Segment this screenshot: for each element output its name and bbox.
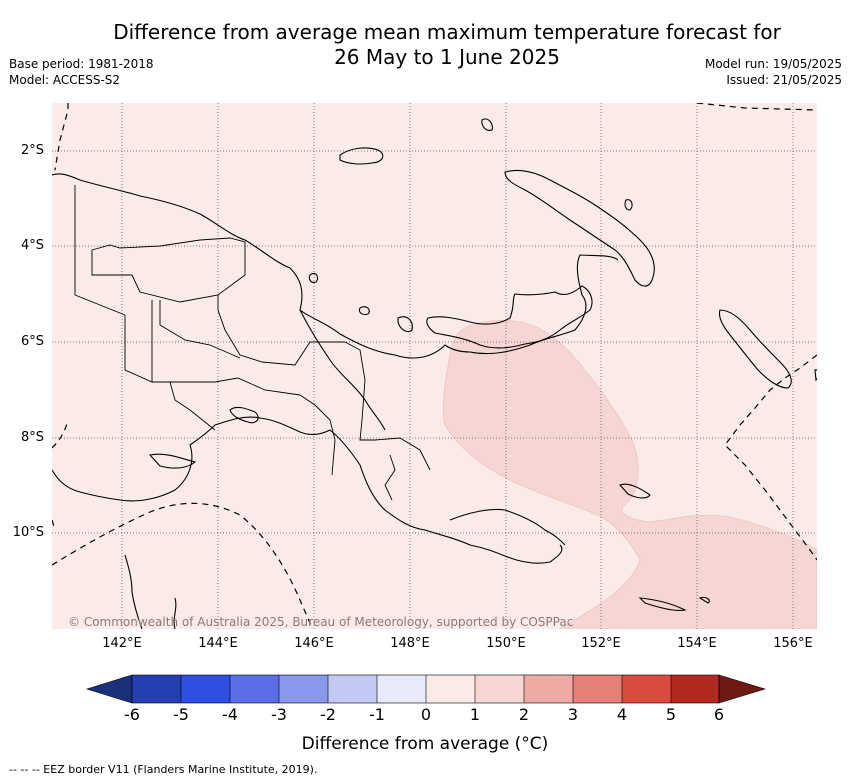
provincial-borders [74, 185, 431, 501]
title-line-1: Difference from average mean maximum tem… [113, 20, 781, 44]
eez-footer-note: -- -- -- EEZ border V11 (Flanders Marine… [9, 763, 318, 776]
colorbar-tick-label: -4 [222, 705, 238, 724]
lat-label-2s: 2°S [20, 143, 44, 158]
colorbar-bin--2--1 [328, 675, 377, 703]
colorbar-tick-label: 1 [470, 705, 480, 724]
colorbar-bin--4--3 [230, 675, 279, 703]
colorbar-bin--6--5 [132, 675, 181, 703]
model-name: Model: ACCESS-S2 [9, 73, 121, 87]
colorbar-bin--5--4 [181, 675, 230, 703]
colorbar-tick-label: 6 [714, 705, 724, 724]
lat-label-10s: 10°S [12, 525, 44, 540]
colorbar-tick-label: -1 [369, 705, 385, 724]
issued-date: Issued: 21/05/2025 [726, 73, 842, 87]
model-run: Model run: 19/05/2025 [704, 57, 842, 71]
colorbar-tick-label: -2 [320, 705, 336, 724]
colorbar-bin-1-2 [475, 675, 524, 703]
colorbar: -6 -5 -4 -3 -2 -1 0 1 2 3 4 5 6 Differen… [85, 674, 767, 754]
colorbar-bin-2-3 [524, 675, 573, 703]
title-line-2: 26 May to 1 June 2025 [334, 45, 560, 69]
meta-right: Model run: 19/05/2025 Issued: 21/05/2025 [705, 56, 842, 88]
coastlines [52, 118, 817, 629]
lon-label-152e: 152°E [581, 636, 621, 651]
lat-label-4s: 4°S [20, 238, 44, 253]
lon-label-142e: 142°E [102, 636, 142, 651]
colorbar-title: Difference from average (°C) [302, 734, 549, 754]
colorbar-tick-label: 0 [421, 705, 431, 724]
colorbar-bin--3--2 [279, 675, 328, 703]
colorbar-tick-label: -3 [271, 705, 287, 724]
gridlines [52, 103, 817, 629]
lon-label-156e: 156°E [773, 636, 813, 651]
lat-label-6s: 6°S [20, 334, 44, 349]
lon-label-146e: 146°E [294, 636, 334, 651]
map-title: Difference from average mean maximum tem… [0, 20, 850, 70]
lat-label-8s: 8°S [20, 430, 44, 445]
eez-borders [52, 103, 817, 629]
colorbar-extend-low [85, 674, 133, 704]
colorbar-tick-label: 5 [666, 705, 676, 724]
colorbar-tick-label: 4 [617, 705, 627, 724]
meta-left: Base period: 1981-2018 Model: ACCESS-S2 [9, 56, 154, 88]
colorbar-tick-label: 2 [519, 705, 529, 724]
colorbar-bin-5-6 [671, 675, 719, 703]
copyright-notice: © Commonwealth of Australia 2025, Bureau… [68, 615, 573, 629]
colorbar-bin-4-5 [622, 675, 671, 703]
lon-label-150e: 150°E [486, 636, 526, 651]
lon-label-144e: 144°E [198, 636, 238, 651]
colorbar-tick-label: 3 [568, 705, 578, 724]
lon-label-148e: 148°E [390, 636, 430, 651]
colorbar-bin--1-0 [377, 675, 426, 703]
colorbar-tick-label: -5 [173, 705, 189, 724]
colorbar-extend-high [718, 674, 767, 704]
lon-label-154e: 154°E [677, 636, 717, 651]
colorbar-bin-0-1 [426, 675, 475, 703]
anomaly-region-1-2 [443, 320, 817, 629]
base-period: Base period: 1981-2018 [9, 57, 154, 71]
colorbar-bin-3-4 [573, 675, 622, 703]
colorbar-tick-label: -6 [124, 705, 140, 724]
